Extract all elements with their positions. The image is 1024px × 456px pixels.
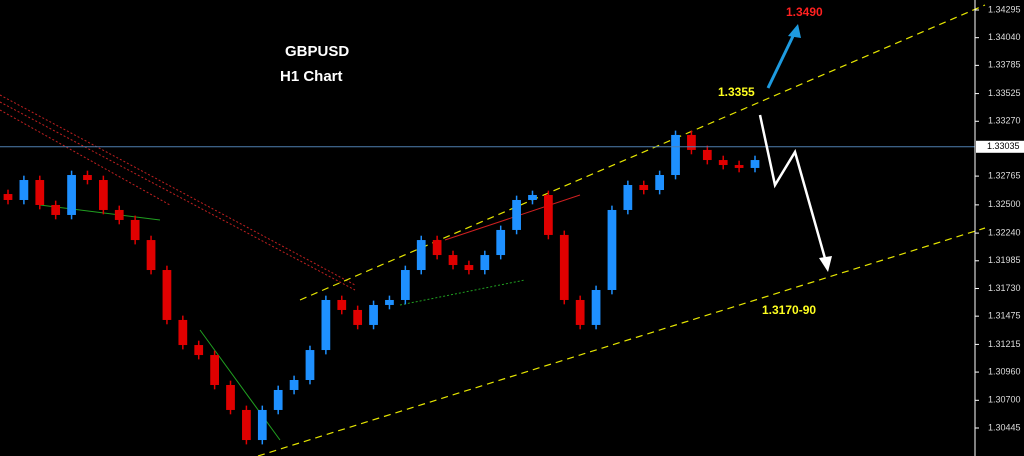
candle-body	[114, 209, 124, 220]
candle-body	[194, 345, 204, 356]
y-tick-label: 1.31215	[988, 339, 1021, 349]
y-tick-label: 1.33270	[988, 116, 1021, 126]
candle-body	[19, 180, 29, 200]
candle-body	[210, 355, 219, 385]
candle-body	[512, 199, 521, 230]
candle-body	[480, 255, 490, 271]
candle-body	[321, 299, 331, 351]
candle-body	[226, 384, 235, 410]
candle-body	[448, 255, 458, 266]
arrow	[758, 114, 828, 263]
channel-lower	[257, 227, 986, 456]
candle-body	[369, 304, 378, 325]
candle-body	[400, 270, 410, 300]
candle-body	[559, 234, 569, 300]
candle-body	[607, 209, 617, 290]
candle-body	[432, 240, 442, 256]
candle-body	[178, 319, 188, 346]
candle-body	[702, 149, 712, 161]
current-price-box	[976, 140, 1024, 153]
candle-body	[51, 204, 61, 215]
candle-body	[496, 229, 506, 256]
candle-body	[639, 185, 649, 190]
y-tick-label: 1.34295	[988, 4, 1021, 14]
y-tick-label: 1.33785	[988, 60, 1021, 70]
y-tick-label: 1.31475	[988, 311, 1021, 321]
candle-body	[750, 160, 760, 168]
y-tick-label: 1.33525	[988, 88, 1021, 98]
candle-body	[655, 175, 665, 190]
candle-body	[162, 270, 172, 320]
candle-body	[35, 180, 45, 205]
arrow	[766, 31, 797, 89]
y-tick-label: 1.31730	[988, 283, 1021, 293]
y-tick-label: 1.34040	[988, 32, 1021, 42]
candle-body	[353, 309, 363, 325]
candle-body	[98, 180, 108, 210]
y-tick-label: 1.30445	[988, 422, 1021, 432]
candle-body	[257, 409, 267, 441]
candle-body	[289, 380, 299, 390]
trend-line	[199, 329, 281, 441]
channel-upper	[299, 4, 986, 301]
candle-body	[591, 289, 601, 325]
y-tick-label: 1.31985	[988, 255, 1021, 265]
y-tick-label: 1.32765	[988, 170, 1021, 180]
candle-body	[83, 175, 92, 181]
candle-body	[146, 240, 156, 271]
candle-body	[687, 134, 696, 150]
current-price-label: 1.33035	[987, 141, 1020, 151]
annotation: 1.3170-90	[762, 303, 816, 317]
candle-body	[575, 299, 585, 325]
candle-body	[416, 240, 426, 271]
candle-body	[67, 175, 76, 215]
candle-body	[734, 165, 744, 168]
candle-body	[623, 185, 633, 210]
arrow-head	[788, 24, 801, 38]
trend-line	[0, 109, 171, 206]
arrow-head	[819, 256, 832, 272]
candle-body	[528, 194, 537, 200]
candle-body	[464, 265, 474, 271]
candle-body	[3, 194, 13, 200]
trend-line	[399, 279, 526, 306]
marks	[3, 130, 760, 445]
candle-body	[544, 194, 553, 235]
candle-body	[718, 160, 728, 166]
trend-line	[0, 101, 356, 291]
y-tick-label: 1.30960	[988, 366, 1021, 376]
y-tick-label: 1.30700	[988, 395, 1021, 405]
candle-body	[337, 299, 347, 310]
chart-title: GBPUSD	[285, 43, 349, 60]
annotation: 1.3355	[718, 85, 755, 99]
candle-body	[305, 350, 315, 380]
annotation: 1.3490	[786, 5, 823, 19]
y-tick-label: 1.32500	[988, 199, 1021, 209]
candle-body	[671, 134, 680, 176]
y-tick-label: 1.32240	[988, 227, 1021, 237]
trend-line	[0, 94, 356, 286]
candle-body	[242, 409, 251, 441]
candle-body	[385, 299, 394, 305]
candle-body	[130, 219, 140, 241]
chart-subtitle: H1 Chart	[280, 68, 343, 85]
candle-body	[273, 389, 283, 410]
